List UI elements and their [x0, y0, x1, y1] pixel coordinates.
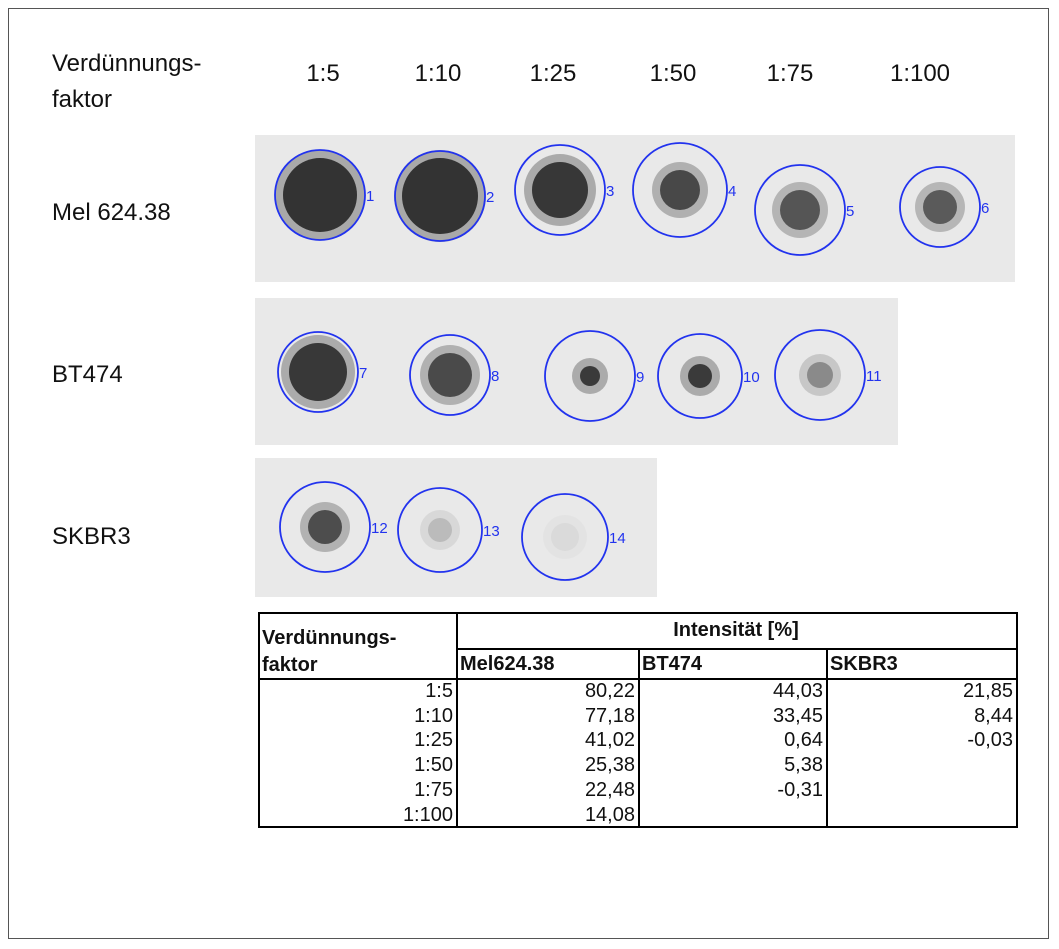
- table-cell: 5,38: [784, 755, 823, 775]
- page: Verdünnungs- faktor 1234567891011121314 …: [0, 0, 1059, 949]
- column-header: Mel624.38: [460, 654, 555, 674]
- table-cell: 41,02: [585, 730, 635, 750]
- table-border: [258, 612, 260, 828]
- spot: [660, 170, 700, 210]
- table-border: [456, 612, 458, 828]
- dilution-label: 1:50: [650, 62, 697, 86]
- spot: [428, 518, 452, 542]
- spot: [402, 158, 478, 234]
- table-cell: 1:25: [414, 730, 453, 750]
- dilution-label: 1:5: [306, 62, 339, 86]
- table-cell: -0,31: [777, 780, 823, 800]
- spot: [289, 343, 347, 401]
- spot: [551, 523, 579, 551]
- spot: [807, 362, 833, 388]
- spot-number: 5: [846, 203, 854, 220]
- table-cell: 14,08: [585, 805, 635, 825]
- spot-number: 12: [371, 520, 388, 537]
- table-header: faktor: [262, 655, 318, 675]
- table-cell: 33,45: [773, 706, 823, 726]
- spot-number: 2: [486, 189, 494, 206]
- table-cell: 21,85: [963, 681, 1013, 701]
- spot-number: 3: [606, 183, 614, 200]
- spot-number: 13: [483, 523, 500, 540]
- column-header: BT474: [642, 654, 702, 674]
- spot-number: 9: [636, 369, 644, 386]
- spot-number: 14: [609, 530, 626, 547]
- table-cell: 44,03: [773, 681, 823, 701]
- spot-number: 11: [866, 368, 882, 385]
- table-cell: 1:50: [414, 755, 453, 775]
- dilution-label: 1:10: [415, 62, 462, 86]
- table-cell: 25,38: [585, 755, 635, 775]
- spot-number: 7: [359, 365, 367, 382]
- dilution-label: 1:75: [767, 62, 814, 86]
- table-group-header: Intensität [%]: [673, 620, 799, 640]
- table-border: [638, 648, 640, 828]
- table-border: [1016, 612, 1018, 828]
- spot-number: 4: [728, 183, 736, 200]
- column-header: SKBR3: [830, 654, 898, 674]
- row-label: SKBR3: [52, 525, 131, 549]
- spot: [308, 510, 342, 544]
- table-header: Verdünnungs-: [262, 628, 396, 648]
- spot: [923, 190, 957, 224]
- spot-number: 6: [981, 200, 989, 217]
- table-cell: 1:5: [425, 681, 453, 701]
- dilution-label: 1:25: [530, 62, 577, 86]
- table-cell: 22,48: [585, 780, 635, 800]
- table-border: [826, 648, 828, 828]
- table-border: [258, 612, 1018, 614]
- table-cell: 80,22: [585, 681, 635, 701]
- row-label: Mel 624.38: [52, 201, 171, 225]
- table-border: [456, 648, 1018, 650]
- spot: [283, 158, 357, 232]
- spot-number: 1: [366, 188, 374, 205]
- spot: [780, 190, 820, 230]
- table-cell: 1:100: [403, 805, 453, 825]
- spot-number: 8: [491, 368, 499, 385]
- spot-number: 10: [743, 369, 760, 386]
- table-cell: 8,44: [974, 706, 1013, 726]
- table-cell: 1:75: [414, 780, 453, 800]
- row-label: BT474: [52, 363, 123, 387]
- table-cell: -0,03: [967, 730, 1013, 750]
- spot: [688, 364, 712, 388]
- spot: [532, 162, 588, 218]
- table-cell: 1:10: [414, 706, 453, 726]
- table-cell: 77,18: [585, 706, 635, 726]
- table-cell: 0,64: [784, 730, 823, 750]
- spot: [580, 366, 600, 386]
- dilution-label: 1:100: [890, 62, 950, 86]
- spot: [428, 353, 472, 397]
